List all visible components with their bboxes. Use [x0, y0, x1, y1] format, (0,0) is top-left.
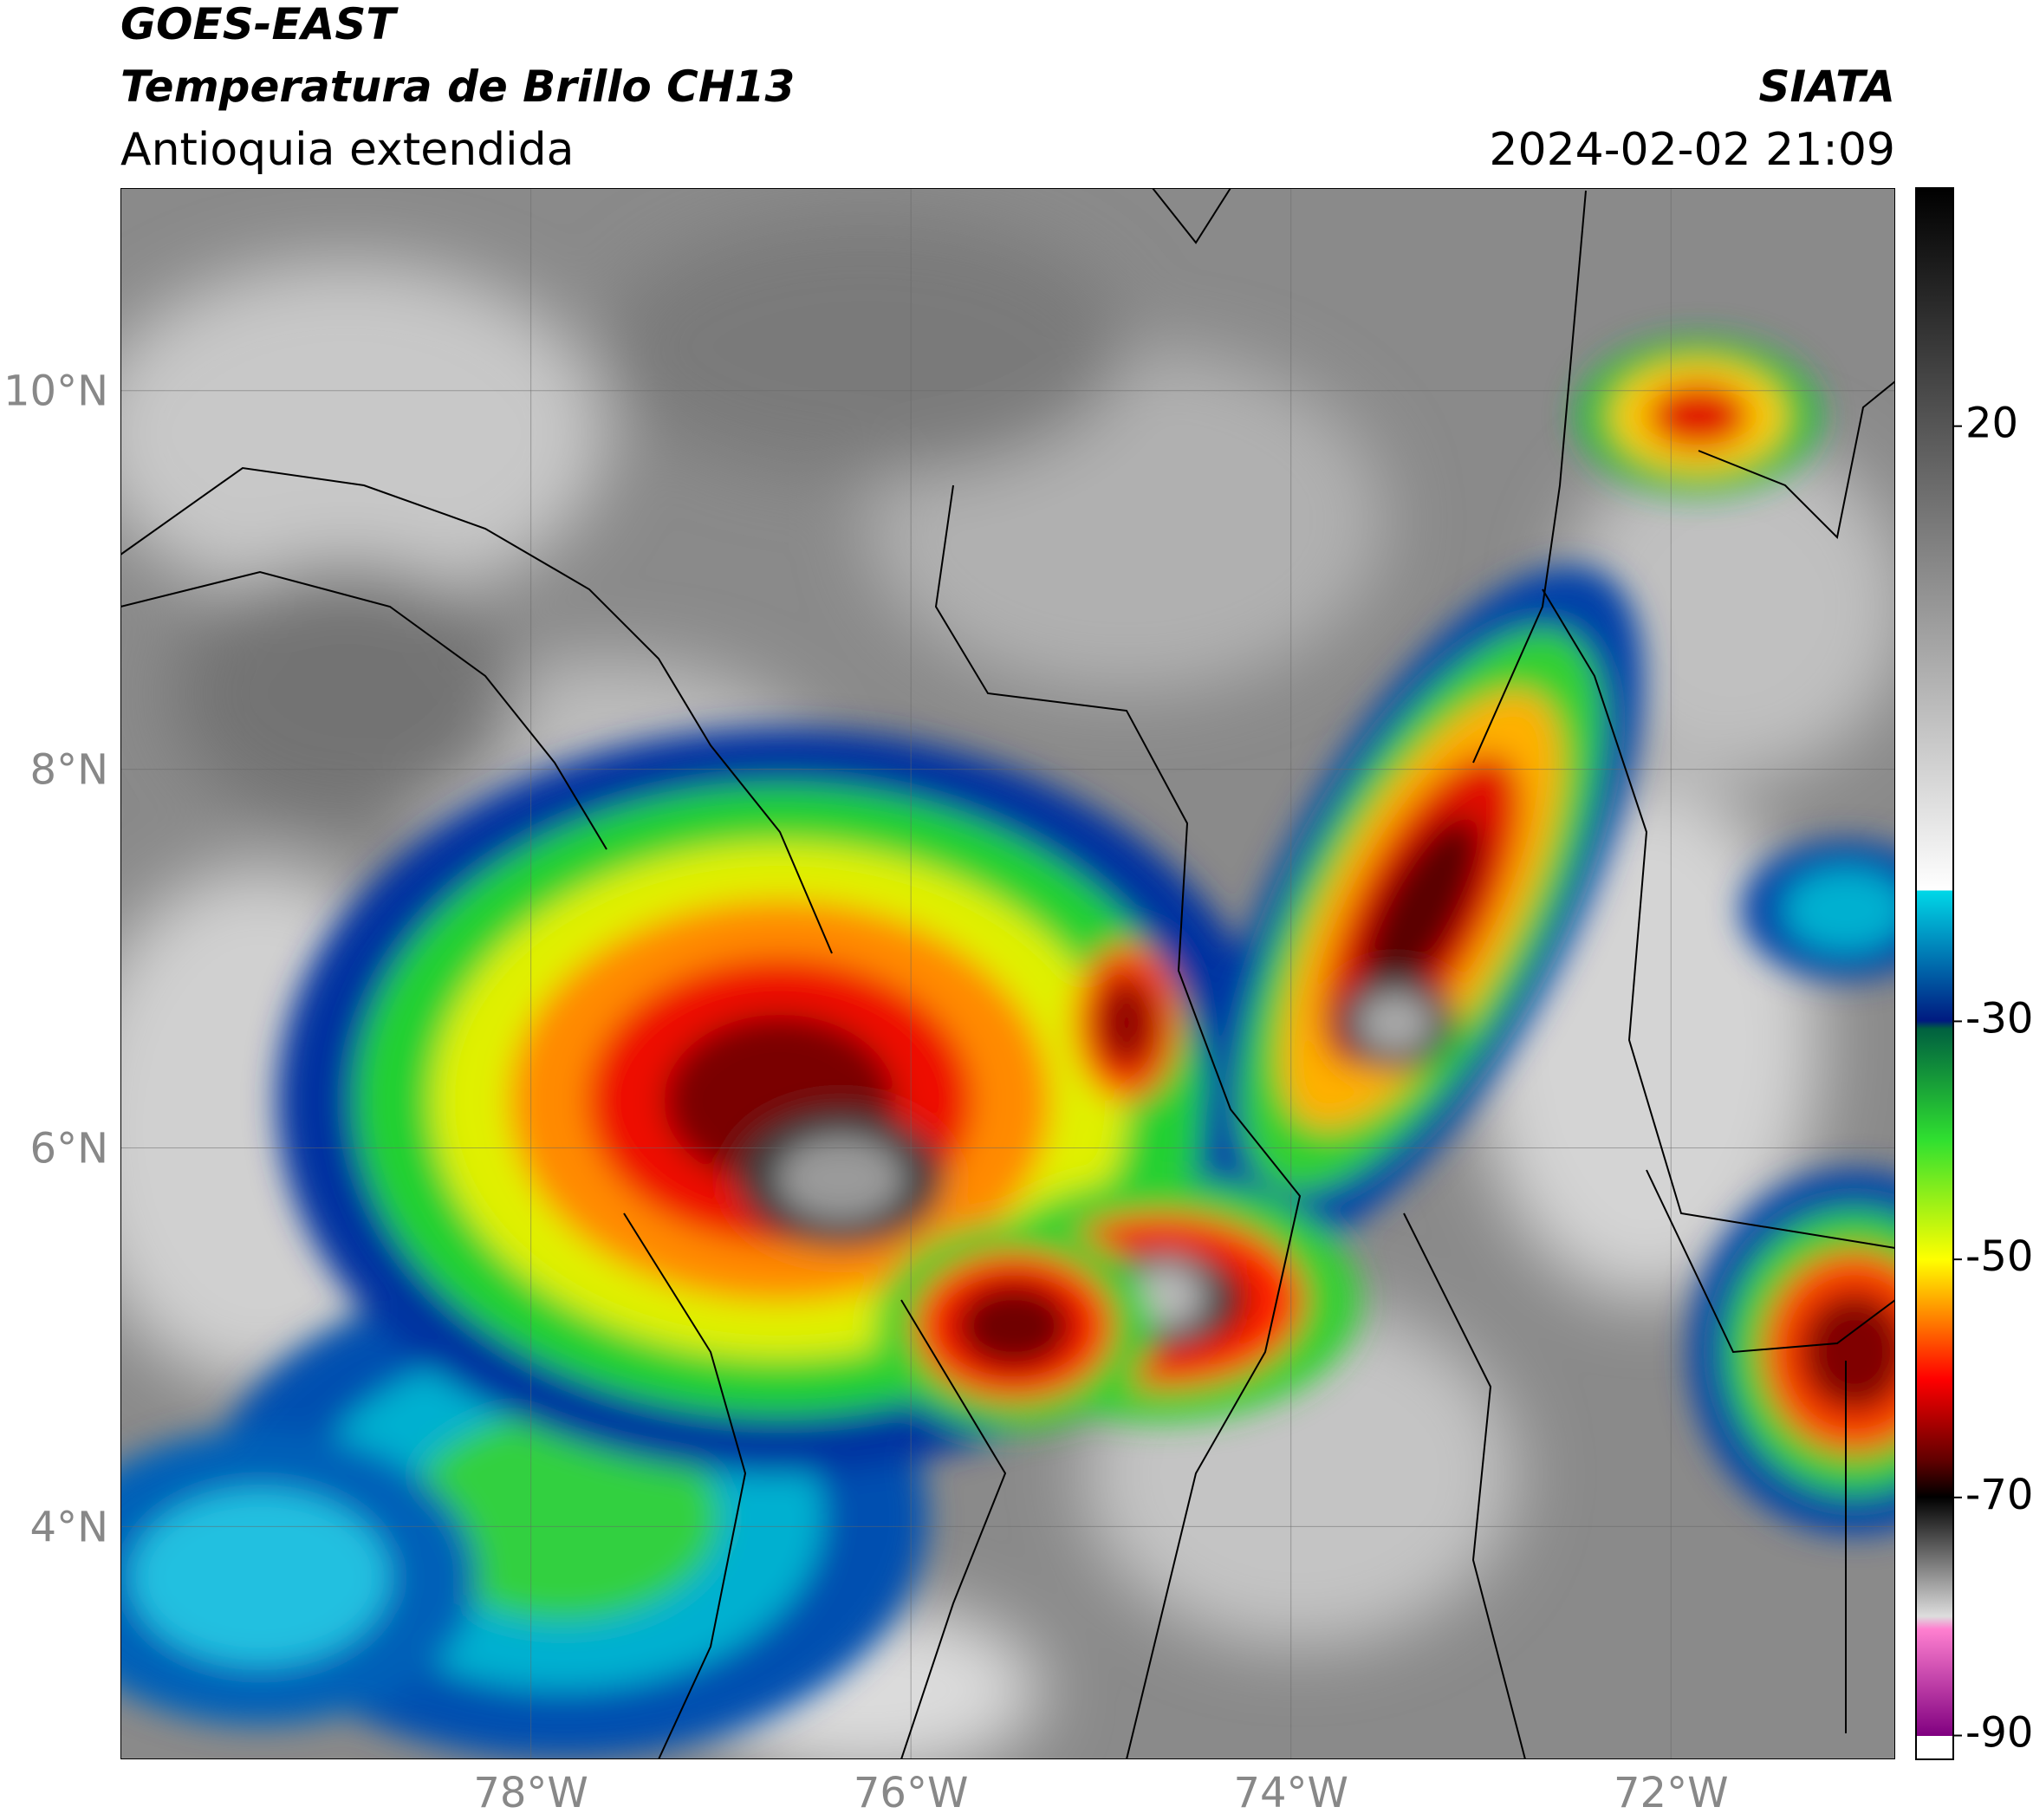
cloud: [607, 217, 1127, 477]
borders: [120, 188, 1895, 1759]
cloud-top: [1783, 868, 1895, 952]
y-tick-label: 6°N: [30, 1124, 108, 1173]
border: [1403, 1212, 1526, 1759]
border: [120, 570, 607, 850]
cloud-top: [1647, 382, 1750, 450]
y-tick-label: 8°N: [30, 746, 108, 795]
region: Antioquia extendida: [120, 124, 575, 176]
border: [1472, 190, 1587, 764]
timestamp: 2024-02-02 21:09: [1489, 124, 1895, 176]
y-tick-label: 4°N: [30, 1503, 108, 1551]
cloud: [173, 563, 520, 823]
axes: 78°W 76°W 74°W 72°W 10°N 8°N 6°N 4°N 20 -30 -50 -70…: [3, 367, 2033, 1817]
border: [1698, 380, 1895, 540]
colorbar-tick-label: -30: [1965, 994, 2033, 1043]
cloud-top: [1359, 994, 1432, 1051]
colorbar-tick-label: 20: [1965, 400, 2018, 448]
imagery: [120, 217, 1895, 1759]
border: [1152, 188, 1231, 244]
grid: [120, 188, 1895, 1759]
product: Temperatura de Brillo CH13: [120, 62, 795, 112]
border: [934, 484, 1302, 1759]
border: [120, 466, 833, 954]
cloud-top: [1095, 976, 1158, 1069]
cloud-top: [1361, 816, 1482, 1004]
colorbar-tick-label: -70: [1965, 1471, 2033, 1519]
x-tick-label: 78°W: [473, 1769, 588, 1817]
agency: SIATA: [1759, 62, 1895, 112]
cloud-top: [954, 1281, 1074, 1371]
border: [1542, 588, 1895, 1249]
y-tick-label: 10°N: [3, 367, 108, 416]
colorbar-tick-label: -50: [1965, 1232, 2033, 1281]
cloud-top: [407, 1413, 719, 1621]
x-tick-label: 74°W: [1233, 1769, 1348, 1817]
border: [623, 1212, 747, 1759]
colorbar: [1915, 187, 1954, 1760]
cloud: [1560, 433, 1895, 780]
x-tick-label: 76°W: [854, 1769, 969, 1817]
border: [900, 1299, 1007, 1759]
cloud-top: [778, 1137, 903, 1220]
cloud-top: [1799, 1291, 1895, 1413]
convection: [120, 338, 1895, 1759]
satellite: GOES-EAST: [120, 0, 399, 49]
cloud: [120, 260, 607, 607]
cloud-top: [130, 1489, 390, 1666]
colorbar-tick-label: -90: [1965, 1709, 2033, 1758]
border: [1646, 1169, 1895, 1733]
map: [120, 188, 1895, 1759]
x-tick-label: 72°W: [1614, 1769, 1729, 1817]
